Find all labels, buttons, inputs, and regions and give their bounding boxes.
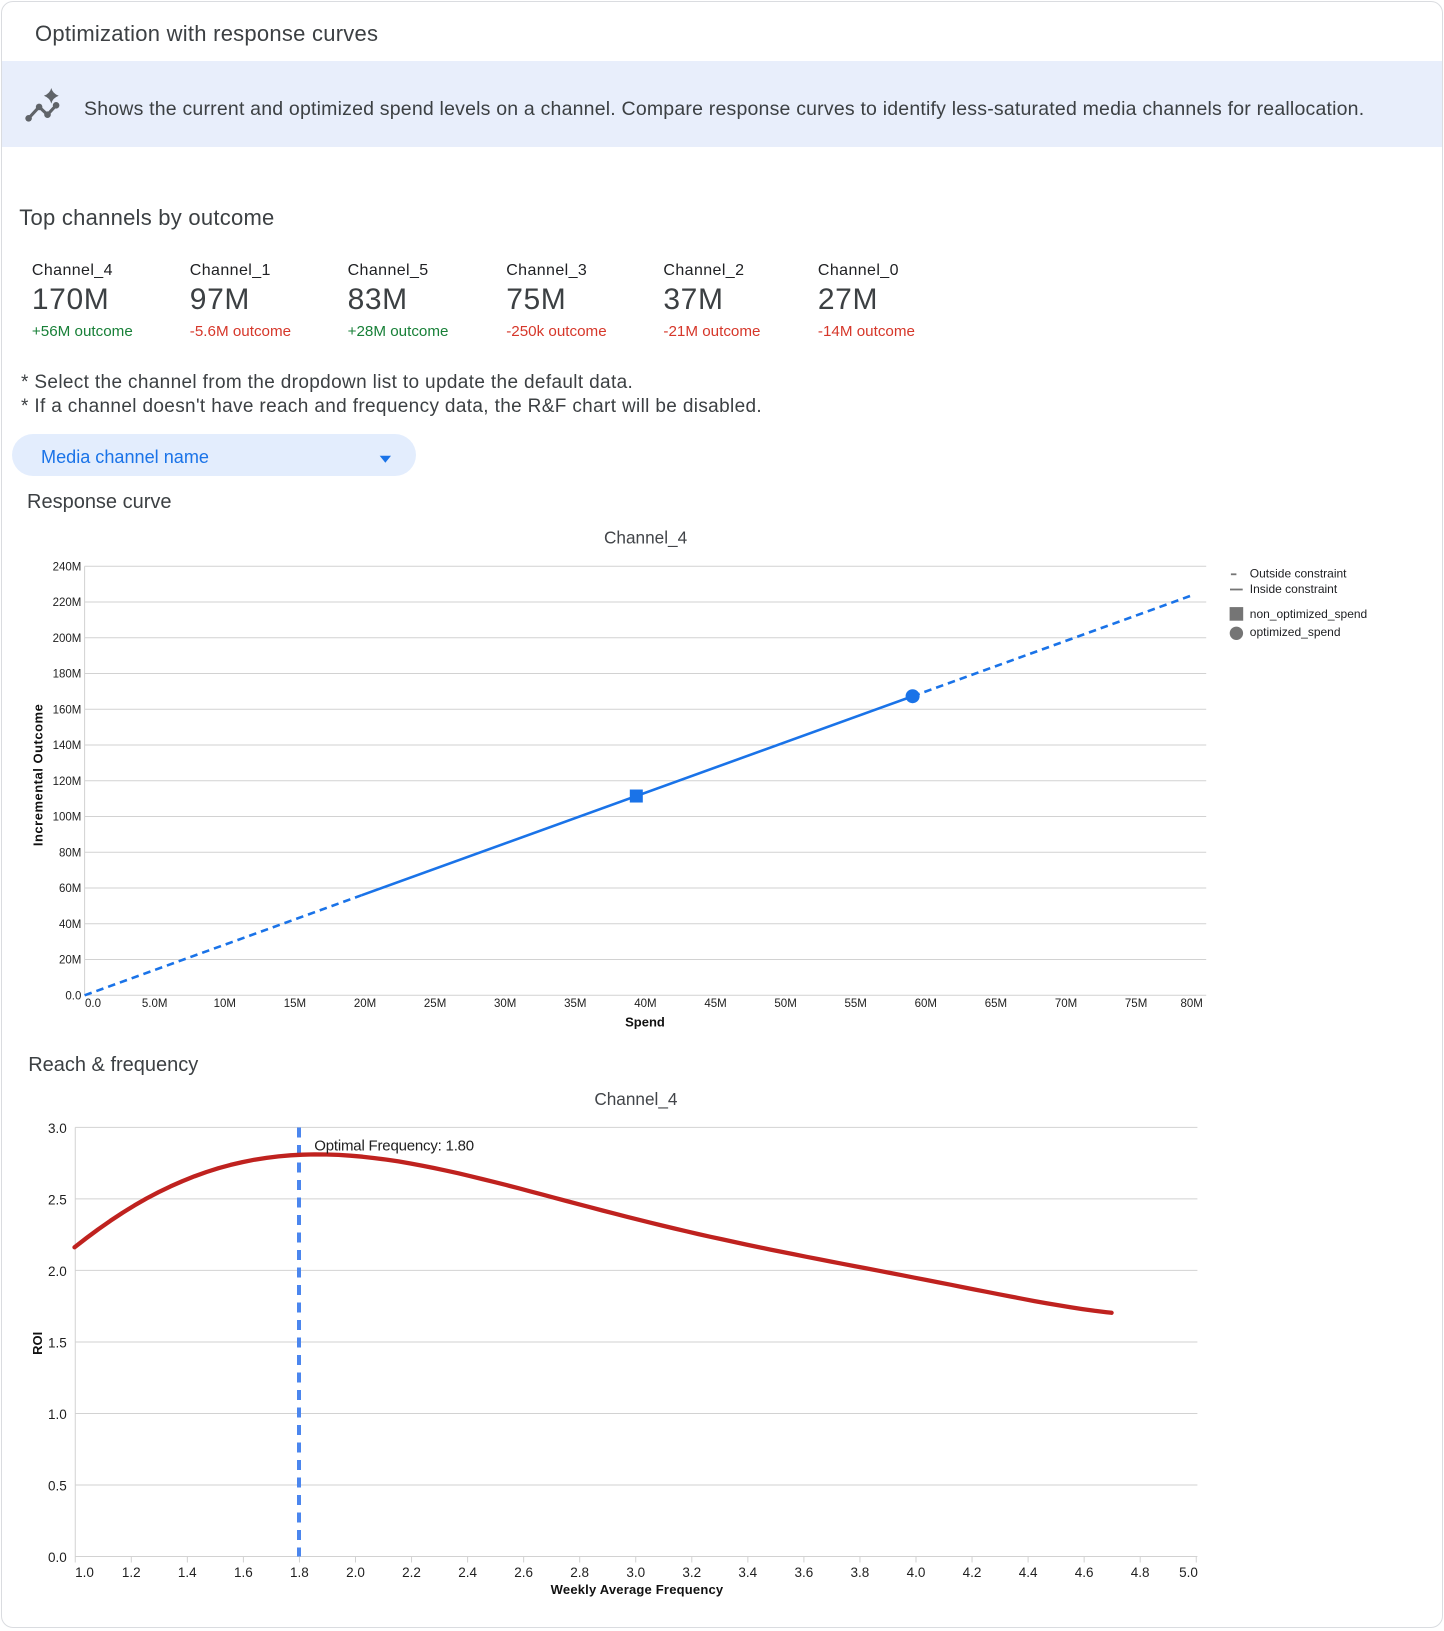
svg-text:2.4: 2.4 <box>458 1565 477 1580</box>
svg-text:10M: 10M <box>214 998 236 1010</box>
svg-text:25M: 25M <box>424 998 446 1010</box>
svg-text:4.4: 4.4 <box>1019 1565 1038 1580</box>
svg-text:80M: 80M <box>59 847 81 859</box>
svg-text:70M: 70M <box>1055 998 1077 1010</box>
svg-text:15M: 15M <box>284 998 306 1010</box>
svg-text:60M: 60M <box>59 883 81 895</box>
svg-text:80M: 80M <box>1181 998 1203 1010</box>
svg-text:non_optimized_spend: non_optimized_spend <box>1250 607 1367 621</box>
svg-text:40M: 40M <box>59 919 81 931</box>
svg-text:3.4: 3.4 <box>738 1565 757 1580</box>
svg-text:3.2: 3.2 <box>682 1565 701 1580</box>
svg-text:Spend: Spend <box>625 1014 665 1029</box>
svg-text:1.8: 1.8 <box>290 1565 309 1580</box>
svg-text:0.0: 0.0 <box>48 1550 67 1565</box>
svg-text:120M: 120M <box>53 776 82 788</box>
svg-text:5.0M: 5.0M <box>142 998 168 1010</box>
svg-text:2.8: 2.8 <box>570 1565 589 1580</box>
svg-text:2.2: 2.2 <box>402 1565 421 1580</box>
svg-text:100M: 100M <box>53 812 82 824</box>
svg-text:35M: 35M <box>564 998 586 1010</box>
svg-text:0.0: 0.0 <box>65 991 81 1003</box>
svg-text:4.8: 4.8 <box>1131 1565 1150 1580</box>
svg-text:50M: 50M <box>774 998 796 1010</box>
svg-text:45M: 45M <box>704 998 726 1010</box>
svg-text:5.0: 5.0 <box>1179 1565 1198 1580</box>
svg-text:2.5: 2.5 <box>48 1192 67 1207</box>
svg-text:65M: 65M <box>985 998 1007 1010</box>
svg-text:optimized_spend: optimized_spend <box>1250 625 1341 639</box>
svg-text:0.5: 0.5 <box>48 1478 67 1493</box>
svg-text:20M: 20M <box>59 955 81 967</box>
svg-text:Optimal Frequency: 1.80: Optimal Frequency: 1.80 <box>314 1138 474 1155</box>
svg-text:200M: 200M <box>53 633 82 645</box>
svg-text:Weekly Average Frequency: Weekly Average Frequency <box>551 1582 724 1597</box>
svg-text:4.0: 4.0 <box>907 1565 926 1580</box>
svg-text:2.0: 2.0 <box>48 1264 67 1279</box>
svg-text:ROI: ROI <box>30 1332 45 1355</box>
svg-text:1.0: 1.0 <box>48 1407 67 1422</box>
svg-text:Channel_4: Channel_4 <box>604 527 688 547</box>
svg-text:3.0: 3.0 <box>626 1565 645 1580</box>
svg-text:4.6: 4.6 <box>1075 1565 1094 1580</box>
svg-text:0.0: 0.0 <box>85 998 101 1010</box>
svg-text:75M: 75M <box>1125 998 1147 1010</box>
svg-text:180M: 180M <box>53 669 82 681</box>
svg-text:1.5: 1.5 <box>48 1335 67 1350</box>
svg-text:Inside constraint: Inside constraint <box>1250 582 1338 596</box>
svg-text:140M: 140M <box>53 740 82 752</box>
svg-text:1.6: 1.6 <box>234 1565 253 1580</box>
svg-text:55M: 55M <box>845 998 867 1010</box>
svg-text:2.6: 2.6 <box>514 1565 533 1580</box>
svg-text:30M: 30M <box>494 998 516 1010</box>
svg-text:Outside constraint: Outside constraint <box>1250 566 1347 580</box>
svg-text:2.0: 2.0 <box>346 1565 365 1580</box>
svg-text:3.6: 3.6 <box>795 1565 814 1580</box>
svg-text:1.2: 1.2 <box>122 1565 141 1580</box>
svg-text:1.0: 1.0 <box>75 1565 94 1580</box>
svg-text:40M: 40M <box>634 998 656 1010</box>
svg-text:240M: 240M <box>53 561 82 573</box>
svg-text:3.8: 3.8 <box>851 1565 870 1580</box>
svg-text:3.0: 3.0 <box>48 1121 67 1136</box>
svg-text:1.4: 1.4 <box>178 1565 197 1580</box>
svg-text:160M: 160M <box>53 704 82 716</box>
svg-text:60M: 60M <box>915 998 937 1010</box>
svg-text:220M: 220M <box>53 597 82 609</box>
svg-text:Channel_4: Channel_4 <box>594 1089 678 1109</box>
svg-text:4.2: 4.2 <box>963 1565 982 1580</box>
svg-text:20M: 20M <box>354 998 376 1010</box>
svg-text:Incremental Outcome: Incremental Outcome <box>31 704 46 846</box>
